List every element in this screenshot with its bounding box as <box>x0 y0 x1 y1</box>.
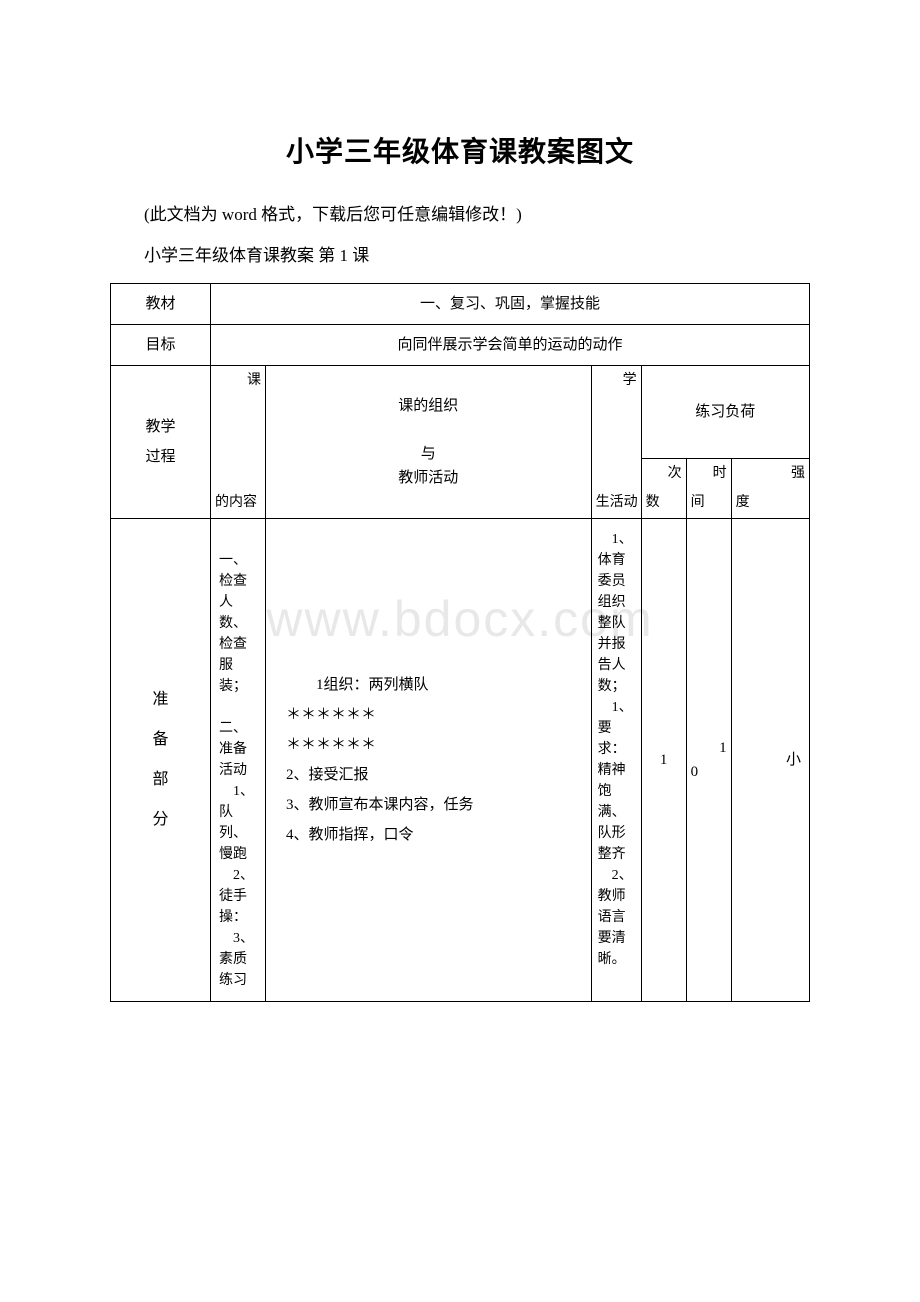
material-label: 教材 <box>111 284 211 325</box>
intensity-value: 小 <box>731 519 809 1002</box>
goal-value: 向同伴展示学会简单的运动的动作 <box>211 325 810 366</box>
org-header-top: 课的组织 <box>270 394 587 418</box>
org-header-bottom: 与 教师活动 <box>270 442 587 490</box>
activity-header-cell: 学 生活动 <box>591 366 641 519</box>
content-header-top: 课 <box>247 370 261 392</box>
duration-value: 1 0 <box>686 519 731 1002</box>
lesson-plan-table: 教材 一、复习、巩固，掌握技能 目标 向同伴展示学会简单的运动的动作 教学 过程… <box>110 283 810 1002</box>
times-value: 1 <box>641 519 686 1002</box>
intensity-header: 强 度 <box>731 459 809 519</box>
duration-bottom: 0 <box>691 760 727 784</box>
section-label: 准 备 部 分 <box>111 519 211 1002</box>
intensity-header-top: 强 <box>791 463 805 485</box>
duration-top: 1 <box>691 736 727 760</box>
times-header: 次 数 <box>641 459 686 519</box>
lesson-subtitle: 小学三年级体育课教案 第 1 课 <box>110 241 810 272</box>
content-header-bottom: 的内容 <box>215 492 257 514</box>
duration-header-bottom: 间 <box>691 492 705 514</box>
content-header-cell: 课 的内容 <box>211 366 266 519</box>
duration-header-top: 时 <box>713 463 727 485</box>
table-row: 教材 一、复习、巩固，掌握技能 <box>111 284 810 325</box>
page-content: 小学三年级体育课教案图文 (此文档为 word 格式，下载后您可任意编辑修改！)… <box>110 130 810 1002</box>
load-header: 练习负荷 <box>641 366 809 459</box>
org-header-cell: 课的组织 与 教师活动 <box>266 366 592 519</box>
material-value: 一、复习、巩固，掌握技能 <box>211 284 810 325</box>
goal-label: 目标 <box>111 325 211 366</box>
times-header-top: 次 <box>668 463 682 485</box>
intensity-header-bottom: 度 <box>736 492 750 514</box>
process-label: 教学 过程 <box>111 366 211 519</box>
table-row: 准 备 部 分 一、检查人数、检查服装； 二、准备活动 1、队列、慢跑 2、徒手… <box>111 519 810 1002</box>
table-row: 教学 过程 课 的内容 课的组织 与 教师活动 学 生活动 练习负荷 <box>111 366 810 459</box>
duration-header: 时 间 <box>686 459 731 519</box>
activity-cell: 1、体育委员组织整队并报告人数； 1、要求：精神饱满、队形整齐 2、教师语言要清… <box>591 519 641 1002</box>
times-header-bottom: 数 <box>646 492 660 514</box>
intro-text: (此文档为 word 格式，下载后您可任意编辑修改！) <box>110 200 810 231</box>
content-cell: 一、检查人数、检查服装； 二、准备活动 1、队列、慢跑 2、徒手操： 3、素质练… <box>211 519 266 1002</box>
document-title: 小学三年级体育课教案图文 <box>110 130 810 170</box>
activity-header-bottom: 生活动 <box>596 492 638 514</box>
table-row: 目标 向同伴展示学会简单的运动的动作 <box>111 325 810 366</box>
activity-header-top: 学 <box>623 370 637 392</box>
organization-cell: 1组织：两列横队 ＊＊＊＊＊＊ ＊＊＊＊＊＊ 2、接受汇报 3、教师宣布本课内容… <box>266 519 592 1002</box>
